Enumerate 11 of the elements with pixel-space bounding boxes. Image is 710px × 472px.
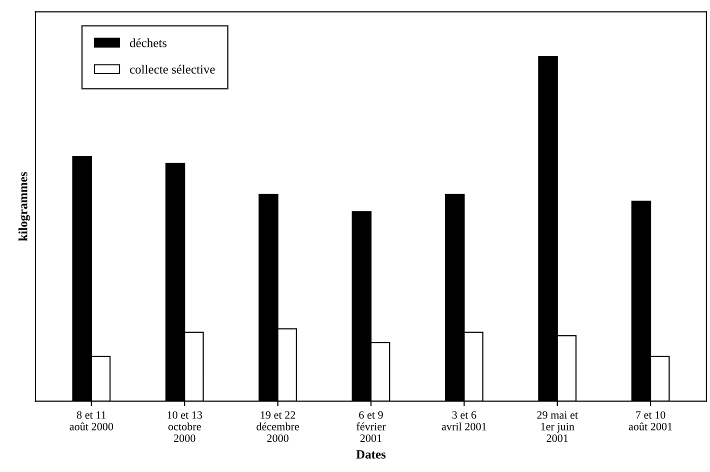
- x-axis-title: Dates: [356, 450, 386, 459]
- x-tick-label: 6 et 9 février 2001: [356, 411, 386, 442]
- x-tick-label: 3 et 6 avril 2001: [442, 411, 486, 430]
- x-tick-label: 29 mai et 1er juin 2001: [537, 411, 578, 442]
- y-axis-title: kilogrammes: [18, 172, 30, 241]
- x-tick-label: 7 et 10 août 2001: [628, 411, 672, 430]
- legend-label: déchets: [130, 38, 167, 48]
- x-tick-label: 19 et 22 décembre 2000: [256, 411, 299, 442]
- x-tick-label: 10 et 13 octobre 2000: [168, 411, 202, 442]
- legend-label: collecte sélective: [130, 64, 215, 74]
- x-tick-label: 8 et 11 août 2000: [70, 411, 114, 430]
